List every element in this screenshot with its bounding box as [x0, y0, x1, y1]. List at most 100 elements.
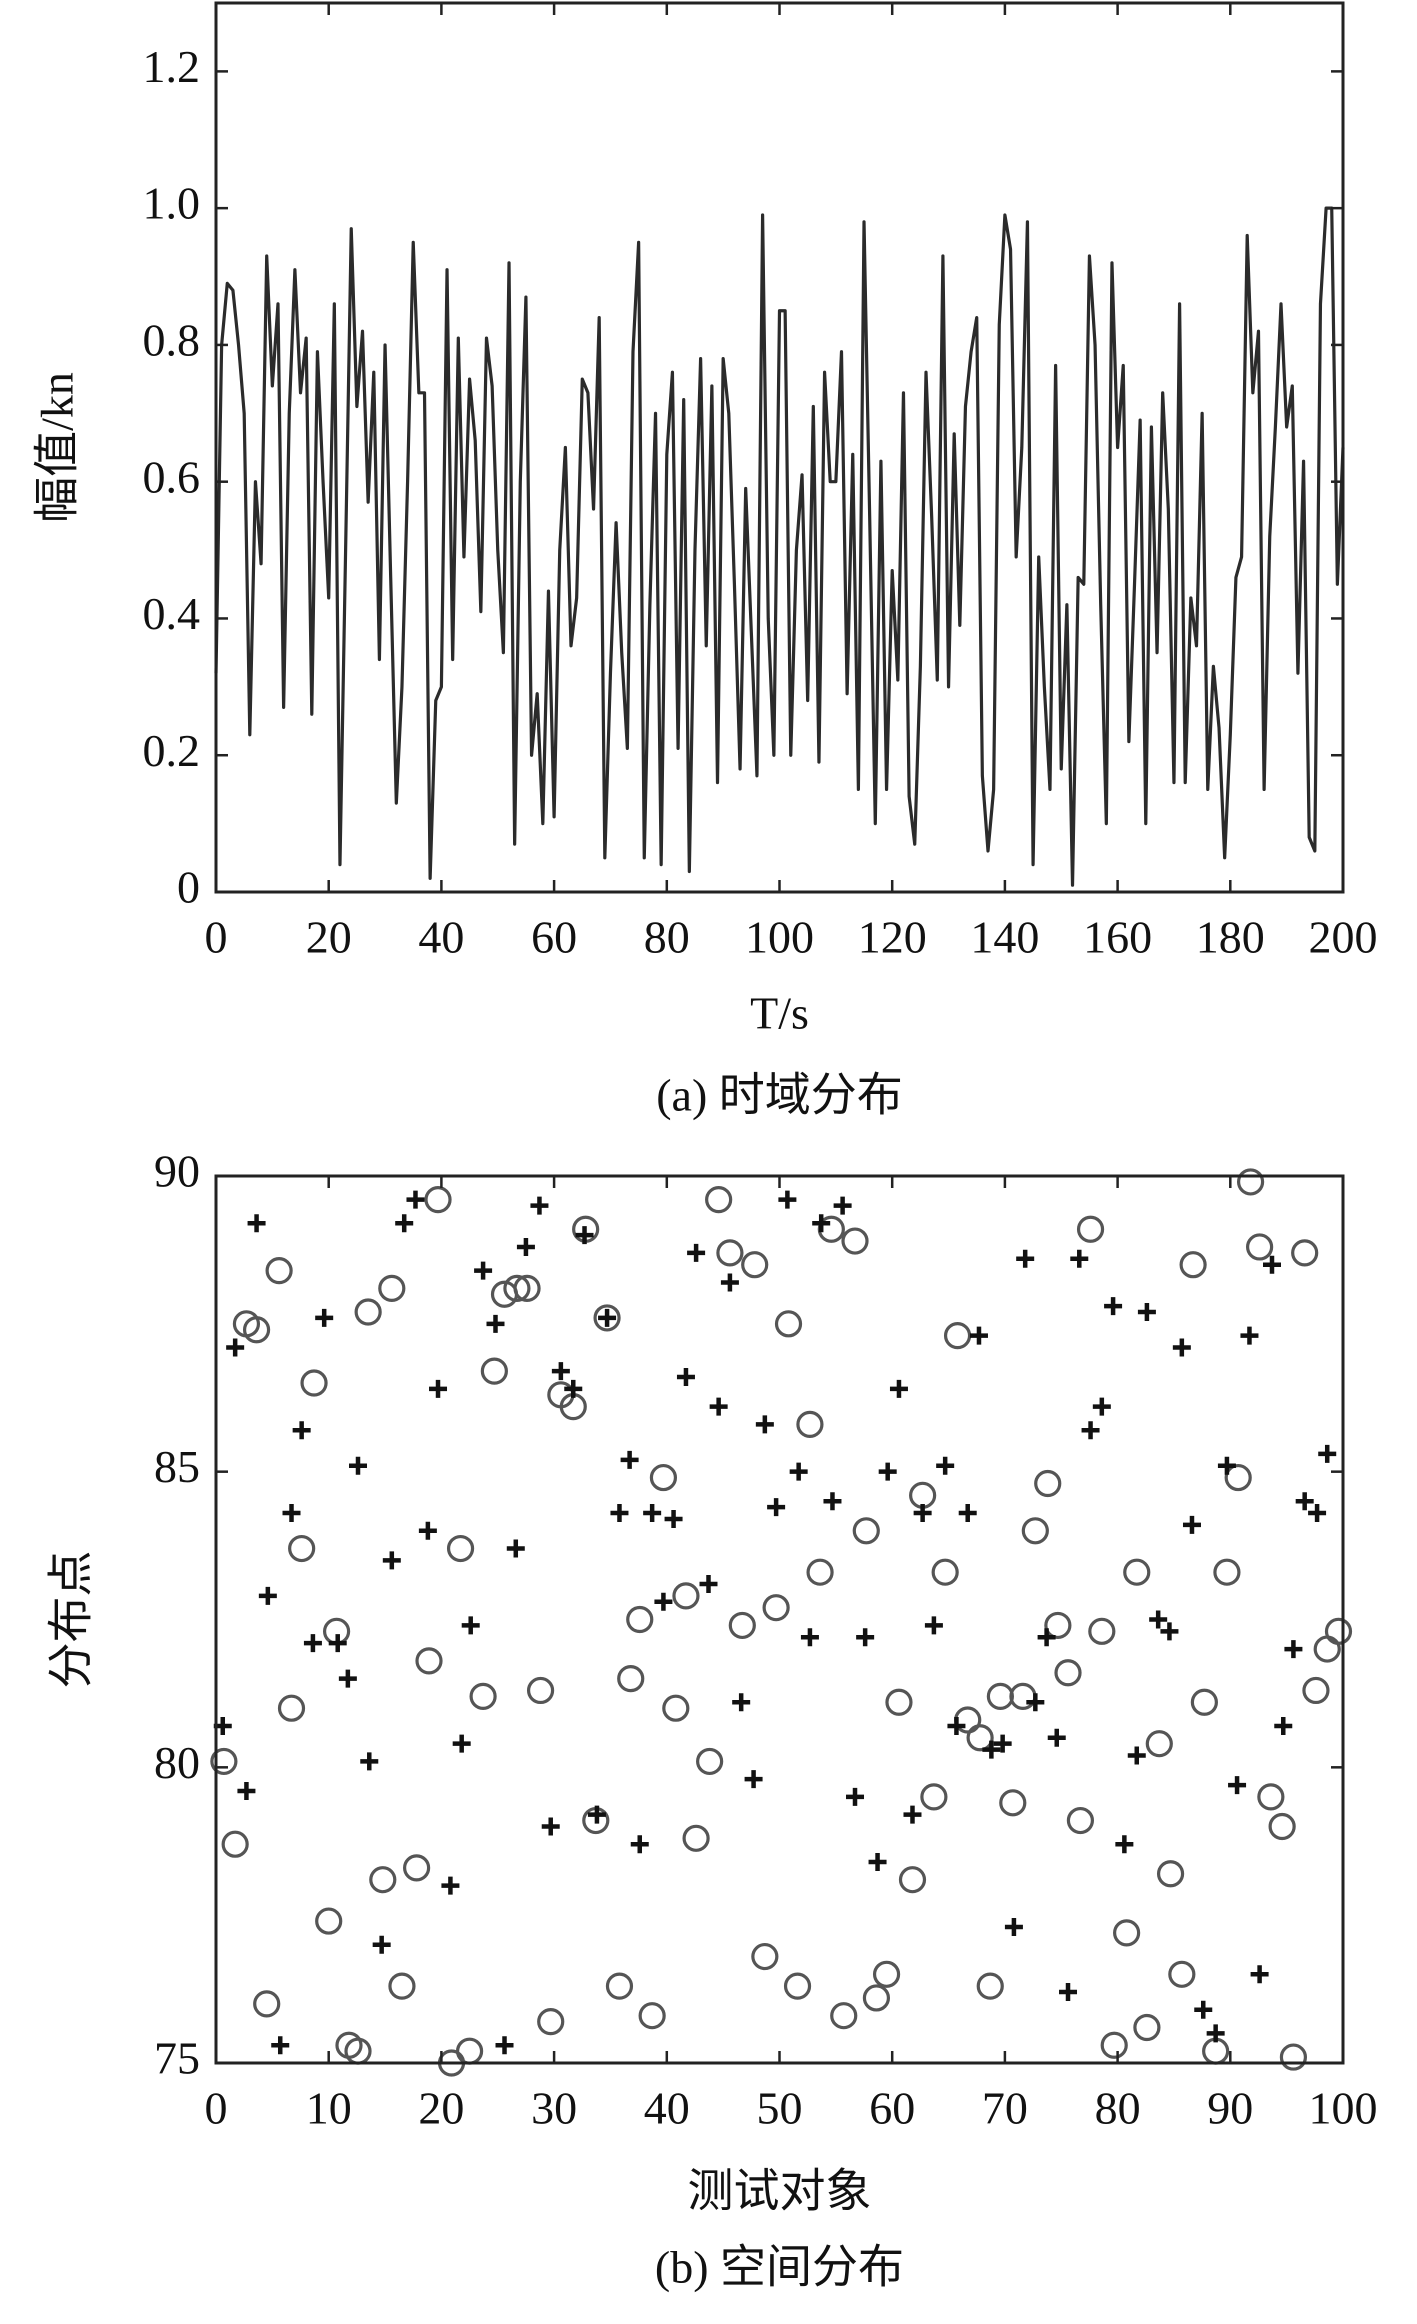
scatter-point — [841, 1227, 869, 1255]
x-tick-label: 120 — [858, 912, 927, 963]
x-tick-label: 140 — [970, 912, 1039, 963]
scatter-point — [709, 1397, 728, 1416]
scatter-point — [372, 1935, 391, 1954]
scatter-point — [762, 1594, 790, 1622]
scatter-point — [1037, 1628, 1056, 1647]
scatter-point — [530, 1196, 549, 1215]
scatter-point — [221, 1830, 249, 1858]
scatter-point — [349, 1456, 368, 1475]
scatter-point — [617, 1665, 645, 1693]
scatter-point — [1088, 1617, 1116, 1645]
scatter-point — [1047, 1728, 1066, 1747]
scatter-point — [783, 1972, 812, 2000]
scatter-point — [469, 1682, 497, 1710]
scatter-point — [315, 1308, 334, 1327]
scatter-point — [292, 1421, 311, 1440]
scatter-point — [1092, 1397, 1111, 1416]
scatter-point — [969, 1326, 988, 1345]
y-tick-label: 0.4 — [143, 588, 201, 639]
scatter-point — [1070, 1249, 1089, 1268]
scatter-point — [1160, 1622, 1179, 1641]
scatter-point — [441, 1876, 460, 1895]
scatter-point — [744, 1770, 763, 1789]
scatter-point — [429, 1379, 448, 1398]
scatter-point — [506, 1539, 525, 1558]
scatter-point — [1179, 1251, 1207, 1279]
scatter-point — [541, 1817, 560, 1836]
scatter-point — [1194, 2000, 1213, 2019]
scatter-point — [687, 1243, 706, 1262]
scatter-point — [1044, 1611, 1072, 1640]
scatter-point — [1284, 1640, 1303, 1659]
scatter-point — [852, 1517, 880, 1545]
scatter-point — [1034, 1469, 1062, 1498]
scatter-point — [418, 1521, 437, 1540]
scatter-point — [415, 1647, 443, 1675]
scatter-point — [728, 1611, 756, 1640]
scatter-point — [626, 1605, 654, 1634]
scatter-point — [1123, 1558, 1151, 1586]
y-tick-label: 80 — [154, 1737, 200, 1788]
scatter-point — [947, 1716, 966, 1735]
scatter-point — [1308, 1504, 1327, 1523]
scatter-point — [1279, 2043, 1308, 2071]
scatter-point — [1113, 1919, 1141, 1947]
scatter-point — [751, 1942, 779, 1971]
scatter-point — [862, 1984, 891, 2012]
scatter-point — [516, 1237, 535, 1256]
scatter-point — [1228, 1776, 1247, 1795]
scatter-point — [1318, 1444, 1337, 1463]
scatter-point — [395, 1214, 414, 1233]
scatter-point — [1291, 1239, 1319, 1267]
scatter-point — [513, 1274, 541, 1302]
scatter-point — [328, 1634, 347, 1653]
scatter-point — [1100, 2031, 1128, 2059]
x-axis-label: 测试对象 — [688, 2166, 872, 2217]
scatter-point — [282, 1504, 301, 1523]
x-tick-label: 160 — [1083, 912, 1152, 963]
scatter-point — [903, 1805, 922, 1824]
scatter-point — [676, 1368, 695, 1387]
y-tick-label: 85 — [154, 1441, 200, 1492]
scatter-point — [360, 1752, 379, 1771]
scatter-point — [300, 1369, 328, 1397]
x-tick-label: 20 — [306, 912, 352, 963]
scatter-point — [664, 1509, 683, 1528]
scatter-point — [403, 1854, 431, 1882]
scatter-point — [354, 1298, 382, 1326]
x-tick-label: 30 — [531, 2083, 577, 2134]
y-tick-label: 0.6 — [143, 451, 201, 502]
scatter-point — [1066, 1806, 1095, 1835]
x-tick-label: 200 — [1309, 912, 1378, 963]
scatter-point — [446, 1534, 475, 1563]
x-tick-label: 80 — [1095, 2083, 1141, 2134]
scatter-point — [598, 1308, 617, 1327]
scatter-point — [1250, 1965, 1269, 1984]
y-tick-label: 0 — [177, 862, 200, 913]
scatter-point — [593, 1304, 621, 1332]
scatter-point — [800, 1628, 819, 1647]
scatter-point — [931, 1558, 959, 1586]
scatter-point — [796, 1410, 824, 1438]
scatter-point — [495, 2036, 514, 2055]
scatter-point — [741, 1251, 769, 1279]
scatter-point — [1076, 1215, 1105, 1243]
scatter-point — [889, 1379, 908, 1398]
scatter-point — [920, 1783, 948, 1811]
caption: (b) 空间分布 — [655, 2242, 904, 2293]
scatter-point — [1009, 1682, 1037, 1710]
scatter-point — [564, 1379, 583, 1398]
y-tick-label: 75 — [154, 2033, 200, 2084]
scatter-point — [237, 1781, 256, 1800]
scatter-point — [789, 1462, 808, 1481]
scatter-point — [226, 1338, 245, 1357]
scatter-point — [1059, 1983, 1078, 2002]
scatter-point — [856, 1628, 875, 1647]
scatter-point — [1133, 2013, 1161, 2042]
scatter-point — [1268, 1812, 1296, 1841]
scatter-point — [461, 1616, 480, 1635]
data-line — [214, 206, 1345, 887]
scatter-point — [885, 1688, 913, 1716]
scatter-point — [696, 1747, 724, 1776]
